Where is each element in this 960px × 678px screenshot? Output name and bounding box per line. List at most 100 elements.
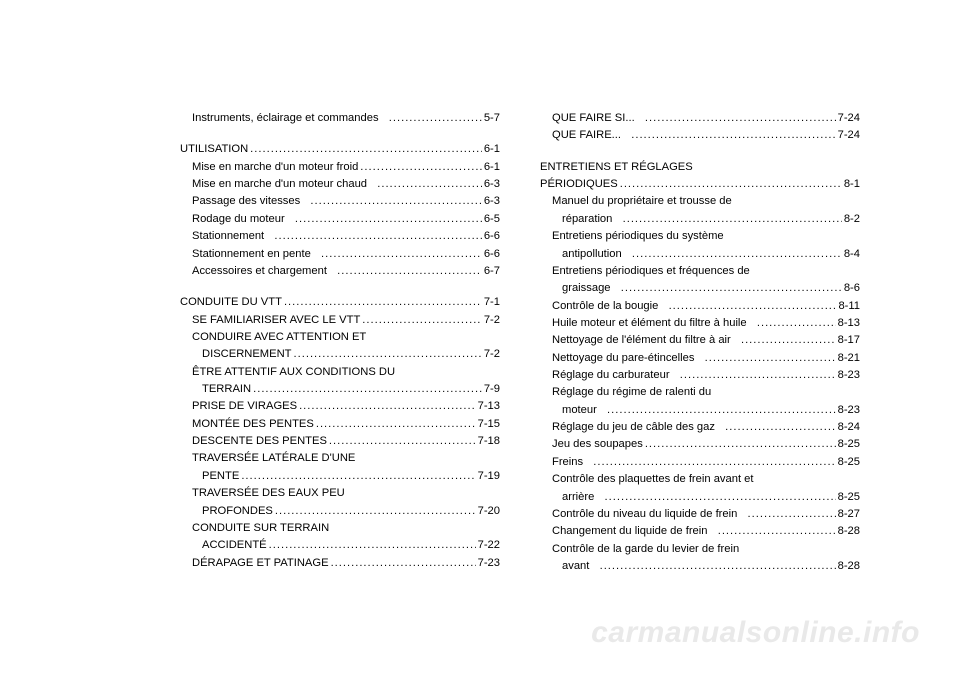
toc-label: Mise en marche d'un moteur froid <box>192 159 358 176</box>
toc-entry-wrap-bottom: moteur 8-23 <box>540 402 860 419</box>
toc-label: Réglage du jeu de câble des gaz <box>552 419 715 436</box>
toc-page: 7-23 <box>478 555 500 572</box>
toc-entry: Stationnement en pente 6-6 <box>180 246 500 263</box>
toc-page: 6-1 <box>484 141 500 158</box>
toc-label: Contrôle de la garde du levier de frein <box>552 541 739 558</box>
toc-label: arrière <box>562 489 594 506</box>
toc-entry-wrap-top: Contrôle de la garde du levier de frein <box>540 541 860 558</box>
toc-label: TRAVERSÉE LATÉRALE D'UNE <box>192 450 355 467</box>
toc-label: antipollution <box>562 246 622 263</box>
toc-entry: Contrôle du niveau du liquide de frein 8… <box>540 506 860 523</box>
toc-leader <box>620 176 842 193</box>
toc-page: 8-13 <box>838 315 860 332</box>
toc-label: Passage des vitesses <box>192 193 300 210</box>
toc-leader <box>302 193 482 210</box>
toc-entry-wrap-top: Entretiens périodiques et fréquences de <box>540 263 860 280</box>
toc-page: 7-13 <box>478 398 500 415</box>
toc-label: Huile moteur et élément du filtre à huil… <box>552 315 747 332</box>
toc-label: DÉRAPAGE ET PATINAGE <box>192 555 329 572</box>
toc-leader <box>614 211 841 228</box>
toc-leader <box>284 294 482 311</box>
toc-entry: Instruments, éclairage et commandes 5-7 <box>180 110 500 127</box>
toc-page: 6-6 <box>484 228 500 245</box>
toc-page: 8-28 <box>838 558 860 575</box>
toc-label: Stationnement en pente <box>192 246 311 263</box>
toc-label: ENTRETIENS ET RÉGLAGES <box>540 159 693 176</box>
toc-entry-wrap-bottom: TERRAIN 7-9 <box>180 381 500 398</box>
toc-entry: Contrôle de la bougie 8-11 <box>540 298 860 315</box>
toc-label: UTILISATION <box>180 141 248 158</box>
toc-label: Stationnement <box>192 228 264 245</box>
toc-page: 8-4 <box>844 246 860 263</box>
toc-page: 8-25 <box>838 436 860 453</box>
toc-columns: Instruments, éclairage et commandes 5-7 … <box>180 110 960 589</box>
toc-label: ACCIDENTÉ <box>202 537 267 554</box>
toc-page: 6-7 <box>484 263 500 280</box>
toc-entry-wrap-top: TRAVERSÉE LATÉRALE D'UNE <box>180 450 500 467</box>
toc-page: 7-1 <box>484 294 500 311</box>
toc-label: Instruments, éclairage et commandes <box>192 110 379 127</box>
page: Instruments, éclairage et commandes 5-7 … <box>0 0 960 678</box>
toc-leader <box>749 315 836 332</box>
toc-entry: Jeu des soupapes 8-25 <box>540 436 860 453</box>
toc-page: 7-24 <box>838 127 860 144</box>
toc-column-right: QUE FAIRE SI... 7-24 QUE FAIRE... 7-24 E… <box>540 110 860 589</box>
toc-entry: UTILISATION 6-1 <box>180 141 500 158</box>
toc-leader <box>253 381 482 398</box>
toc-label: Nettoyage du pare-étincelles <box>552 350 694 367</box>
toc-leader <box>696 350 835 367</box>
toc-leader <box>624 246 842 263</box>
toc-page: 8-28 <box>838 523 860 540</box>
toc-entry: Réglage du jeu de câble des gaz 8-24 <box>540 419 860 436</box>
toc-leader <box>613 280 842 297</box>
toc-leader <box>299 398 476 415</box>
toc-leader <box>329 263 482 280</box>
toc-label: Manuel du propriétaire et trousse de <box>552 193 732 210</box>
toc-label: Contrôle des plaquettes de frein avant e… <box>552 471 754 488</box>
toc-entry-wrap-bottom: arrière 8-25 <box>540 489 860 506</box>
toc-entry: DESCENTE DES PENTES 7-18 <box>180 433 500 450</box>
toc-label: Freins <box>552 454 583 471</box>
toc-entry: Accessoires et chargement 6-7 <box>180 263 500 280</box>
toc-column-left: Instruments, éclairage et commandes 5-7 … <box>180 110 500 589</box>
toc-leader <box>241 468 475 485</box>
toc-page: 8-27 <box>838 506 860 523</box>
toc-entry-wrap-top: Contrôle des plaquettes de frein avant e… <box>540 471 860 488</box>
toc-entry: CONDUITE DU VTT 7-1 <box>180 294 500 311</box>
toc-page: 8-23 <box>838 367 860 384</box>
toc-page: 8-2 <box>844 211 860 228</box>
toc-label: PRISE DE VIRAGES <box>192 398 297 415</box>
toc-label: TERRAIN <box>202 381 251 398</box>
toc-page: 7-22 <box>478 537 500 554</box>
toc-leader <box>329 433 476 450</box>
toc-leader <box>660 298 836 315</box>
toc-entry: Huile moteur et élément du filtre à huil… <box>540 315 860 332</box>
toc-entry-wrap-top: Entretiens périodiques du système <box>540 228 860 245</box>
toc-entry-wrap-bottom: ACCIDENTÉ 7-22 <box>180 537 500 554</box>
toc-page: 7-2 <box>484 312 500 329</box>
toc-page: 8-1 <box>844 176 860 193</box>
toc-leader <box>316 416 476 433</box>
toc-label: graissage <box>562 280 611 297</box>
toc-page: 7-19 <box>478 468 500 485</box>
toc-leader <box>596 489 835 506</box>
toc-leader <box>645 436 836 453</box>
toc-entry-wrap-top: TRAVERSÉE DES EAUX PEU <box>180 485 500 502</box>
toc-label: QUE FAIRE SI... <box>552 110 635 127</box>
toc-label: PROFONDES <box>202 503 273 520</box>
toc-label: PENTE <box>202 468 239 485</box>
toc-leader <box>672 367 836 384</box>
toc-label: QUE FAIRE... <box>552 127 621 144</box>
toc-page: 6-5 <box>484 211 500 228</box>
toc-leader <box>599 402 836 419</box>
toc-label: Réglage du carburateur <box>552 367 670 384</box>
toc-entry: Rodage du moteur 6-5 <box>180 211 500 228</box>
toc-entry-wrap-top: ÊTRE ATTENTIF AUX CONDITIONS DU <box>180 364 500 381</box>
toc-leader <box>266 228 482 245</box>
toc-leader <box>250 141 482 158</box>
toc-label: Entretiens périodiques et fréquences de <box>552 263 750 280</box>
toc-entry: QUE FAIRE... 7-24 <box>540 127 860 144</box>
toc-entry: Nettoyage du pare-étincelles 8-21 <box>540 350 860 367</box>
toc-page: 6-1 <box>484 159 500 176</box>
toc-page: 6-6 <box>484 246 500 263</box>
